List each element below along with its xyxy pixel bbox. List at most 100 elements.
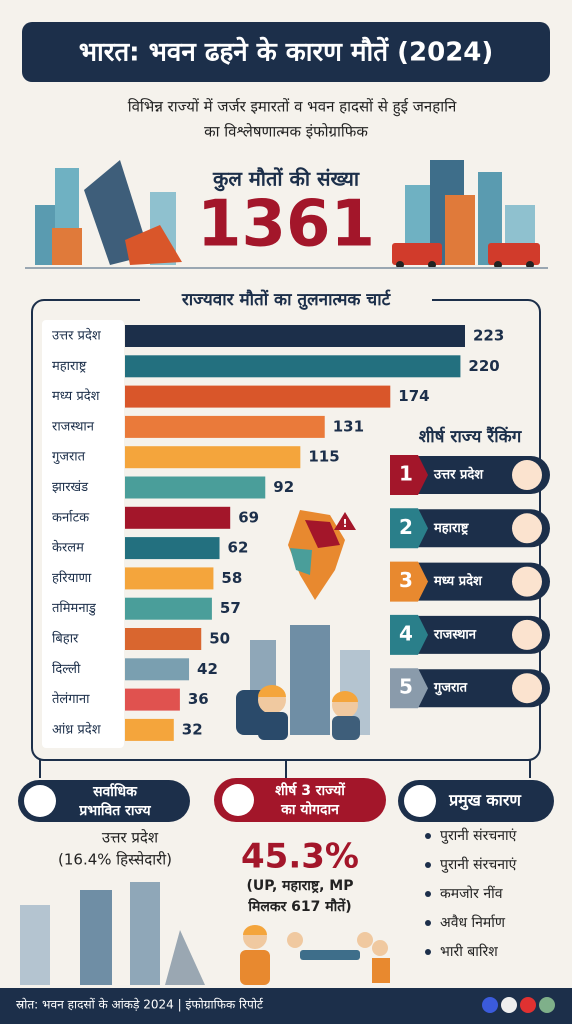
category-label: हरियाणा [52, 570, 92, 586]
social-icon[interactable] [501, 997, 517, 1013]
category-label: मध्य प्रदेश [52, 388, 101, 404]
header-box [22, 22, 550, 82]
rank-number: 5 [399, 675, 413, 699]
bullet [425, 833, 431, 839]
cause: पुरानी संरचनाएं [440, 856, 517, 873]
value-label: 32 [182, 720, 203, 738]
value-label: 220 [468, 357, 499, 375]
rank-badge [390, 668, 428, 709]
ranking-list: 1 उत्तर प्रदेश 2 महाराष्ट्र 3 मध्य प्रदेश 4 राज… [390, 455, 550, 709]
rank-icon [512, 460, 542, 490]
panel-icon [404, 785, 436, 817]
cause: अवैध निर्माण [440, 914, 506, 931]
share: (16.4% हिस्सेदारी) [58, 851, 172, 869]
subtitle: विभिन्न राज्यों में जर्जर इमारतों व भवन … [128, 98, 457, 117]
map-illustration: ! [288, 510, 356, 600]
rank-number: 1 [399, 462, 413, 486]
value-label: 42 [197, 660, 218, 678]
social-icon[interactable] [539, 997, 555, 1013]
value-label: 223 [473, 327, 504, 345]
value-label: 174 [398, 387, 429, 405]
rank-icon [512, 566, 542, 597]
bar [125, 355, 461, 378]
category-label: महाराष्ट्र [52, 359, 87, 374]
panel-title: का योगदान [280, 801, 340, 818]
top3-note: (UP, महाराष्ट्र, MP [247, 878, 354, 894]
bullet [425, 920, 431, 926]
rank-icon [512, 673, 542, 704]
bullet [425, 949, 431, 955]
rank-name: उत्तर प्रदेश [433, 467, 484, 483]
panel-title: शीर्ष 3 राज्यों [275, 782, 346, 799]
skyline-right [392, 160, 540, 269]
panel-icon [222, 784, 254, 816]
bar [125, 446, 301, 469]
social-icon[interactable] [520, 997, 536, 1013]
category-label: बिहार [52, 631, 79, 647]
connectors [39, 760, 531, 778]
workers-illustration [236, 625, 370, 740]
bullet [425, 862, 431, 868]
rank-icon [512, 513, 542, 544]
state: उत्तर प्रदेश [102, 829, 159, 847]
bar [125, 628, 202, 650]
social-icon[interactable] [482, 997, 498, 1013]
bullet [425, 891, 431, 897]
value-label: 92 [273, 478, 294, 496]
rank-pill [392, 562, 550, 601]
category-label: कर्नाटक [52, 509, 90, 525]
cause: पुरानी संरचनाएं [440, 827, 517, 844]
rank-badge [390, 508, 428, 549]
category-label: आंध्र प्रदेश [52, 721, 102, 737]
bar [125, 597, 212, 620]
category-label: झारखंड [52, 480, 89, 495]
category-label: केरलम [52, 540, 84, 556]
chart-title: राज्यवार मौतों का तुलनात्मक चार्ट [181, 289, 392, 310]
total-label: कुल मौतों की संख्या [212, 167, 360, 192]
rank-pill [392, 509, 550, 548]
footer-source: स्रोत: भवन हादसों के आंकड़े 2024 | इंफोग… [16, 998, 264, 1012]
bar [125, 658, 190, 681]
rank-number: 2 [399, 515, 413, 539]
category-label: उत्तर प्रदेश [52, 328, 102, 344]
rank-name: महाराष्ट्र [433, 521, 470, 536]
rank-name: मध्य प्रदेश [433, 573, 483, 589]
bar [125, 325, 465, 347]
value-label: 115 [308, 448, 339, 466]
title: भारत: भवन ढहने के कारण मौतें (2024) [79, 37, 494, 68]
category-label: दिल्ली [52, 661, 81, 677]
rank-badge [390, 561, 428, 602]
rank-pill [392, 456, 550, 494]
panel-header [214, 778, 386, 822]
bar-chart: उत्तर प्रदेश 223 महाराष्ट्र 220 मध्य प्रदेश 1… [52, 325, 504, 741]
footer-bar [0, 988, 572, 1024]
category-label: तमिमनाडु [52, 600, 97, 616]
label-panel [42, 320, 124, 748]
value-label: 57 [220, 599, 241, 617]
top3-value: 45.3% [241, 837, 359, 877]
top3-note: मिलकर 617 मौतें) [247, 898, 351, 915]
panel-title: सर्वाधिक [92, 783, 138, 800]
bar [125, 506, 231, 529]
value-label: 50 [209, 630, 230, 648]
value-label: 131 [333, 417, 364, 435]
chart-title-bg [140, 288, 432, 312]
panel-header [398, 780, 554, 822]
value-label: 69 [238, 508, 259, 526]
bar [125, 385, 391, 408]
ranking-title: शीर्ष राज्य रैंकिंग [419, 426, 523, 447]
rank-badge [390, 455, 428, 495]
panel-icon [24, 785, 56, 817]
rank-badge [390, 614, 428, 655]
bar [125, 537, 220, 560]
category-label: तेलंगाना [52, 691, 90, 707]
panel-title: प्रभावित राज्य [78, 802, 151, 819]
category-label: राजस्थान [52, 419, 95, 434]
total-value: 1361 [197, 188, 375, 262]
bar [125, 718, 174, 741]
bar [125, 567, 214, 590]
value-label: 36 [188, 690, 209, 708]
rank-icon [512, 619, 542, 650]
